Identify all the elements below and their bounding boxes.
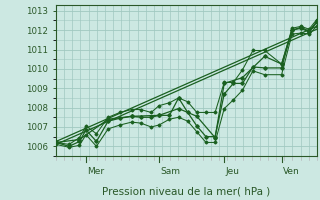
- Text: Mer: Mer: [87, 167, 104, 176]
- Text: Jeu: Jeu: [226, 167, 239, 176]
- Text: Pression niveau de la mer( hPa ): Pression niveau de la mer( hPa ): [102, 186, 270, 196]
- Text: Sam: Sam: [160, 167, 180, 176]
- Text: Ven: Ven: [283, 167, 300, 176]
